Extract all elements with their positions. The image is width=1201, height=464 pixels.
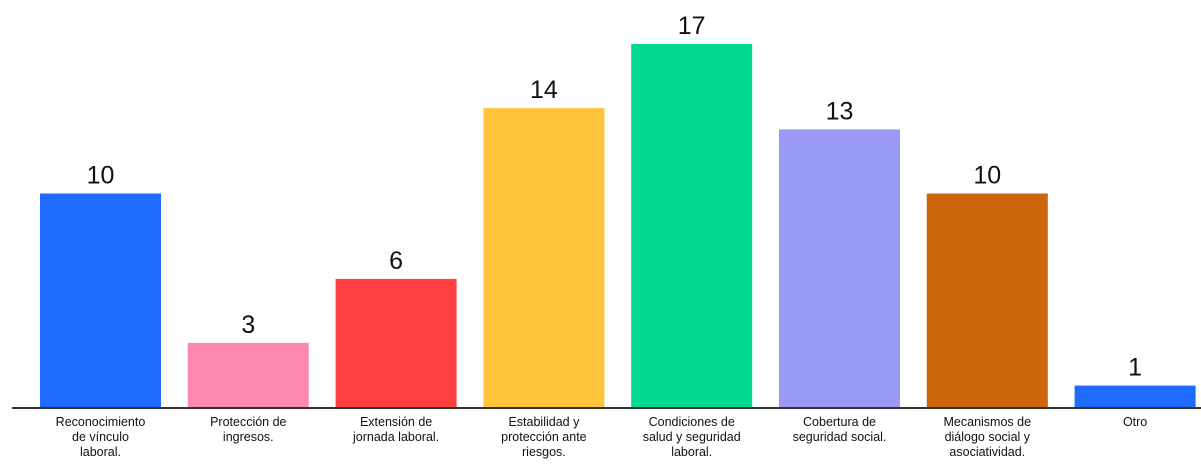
category-label-4: Estabilidad y protección ante riesgos. xyxy=(501,415,587,459)
category-label-line: Condiciones de xyxy=(649,415,735,429)
data-label-3: 6 xyxy=(389,247,403,275)
data-label-8: 1 xyxy=(1128,354,1142,382)
category-label-line: Otro xyxy=(1123,415,1147,429)
category-label-line: salud y seguridad xyxy=(643,430,741,444)
bar-2 xyxy=(187,342,309,407)
bars-group xyxy=(40,44,1196,407)
category-label-2: Protección de ingresos. xyxy=(210,415,286,444)
data-label-4: 14 xyxy=(530,76,558,104)
category-label-line: diálogo social y xyxy=(945,430,1031,444)
category-label-line: Cobertura de xyxy=(803,415,876,429)
data-label-5: 17 xyxy=(678,12,706,40)
category-label-line: laboral. xyxy=(80,445,121,459)
category-label-line: seguridad social. xyxy=(793,430,887,444)
bar-8 xyxy=(1074,385,1196,407)
category-label-line: jornada laboral. xyxy=(352,430,439,444)
category-label-line: Protección de xyxy=(210,415,286,429)
bar-5 xyxy=(631,44,753,407)
data-label-7: 10 xyxy=(973,162,1001,190)
category-label-line: Reconocimiento xyxy=(56,415,146,429)
bar-7 xyxy=(926,193,1048,407)
bar-6 xyxy=(779,129,900,407)
bar-3 xyxy=(335,278,457,407)
category-label-7: Mecanismos de diálogo social y asociativid… xyxy=(944,415,1032,459)
category-label-line: protección ante xyxy=(501,430,587,444)
category-label-line: laboral. xyxy=(671,445,712,459)
category-label-3: Extensión de jornada laboral. xyxy=(352,415,439,444)
category-label-6: Cobertura de seguridad social. xyxy=(793,415,887,444)
category-labels-group: Reconocimiento de vínculo laboral.Protecci… xyxy=(56,415,1148,459)
category-label-line: Extensión de xyxy=(360,415,432,429)
data-label-6: 13 xyxy=(826,97,854,125)
category-label-line: Mecanismos de xyxy=(944,415,1032,429)
category-label-line: asociatividad. xyxy=(949,445,1025,459)
bar-4 xyxy=(483,108,605,407)
category-label-line: ingresos. xyxy=(223,430,274,444)
data-label-2: 3 xyxy=(241,311,255,339)
category-label-8: Otro xyxy=(1123,415,1147,429)
category-label-line: de vínculo xyxy=(72,430,129,444)
category-label-line: Estabilidad y xyxy=(508,415,580,429)
data-label-1: 10 xyxy=(87,162,115,190)
category-label-line: riesgos. xyxy=(522,445,566,459)
value-labels-group: 10 3 6 14 17 13 10 1 xyxy=(87,12,1142,382)
category-label-5: Condiciones de salud y seguridad laboral. xyxy=(643,415,741,459)
bar-1 xyxy=(40,193,161,407)
category-label-1: Reconocimiento de vínculo laboral. xyxy=(56,415,146,459)
